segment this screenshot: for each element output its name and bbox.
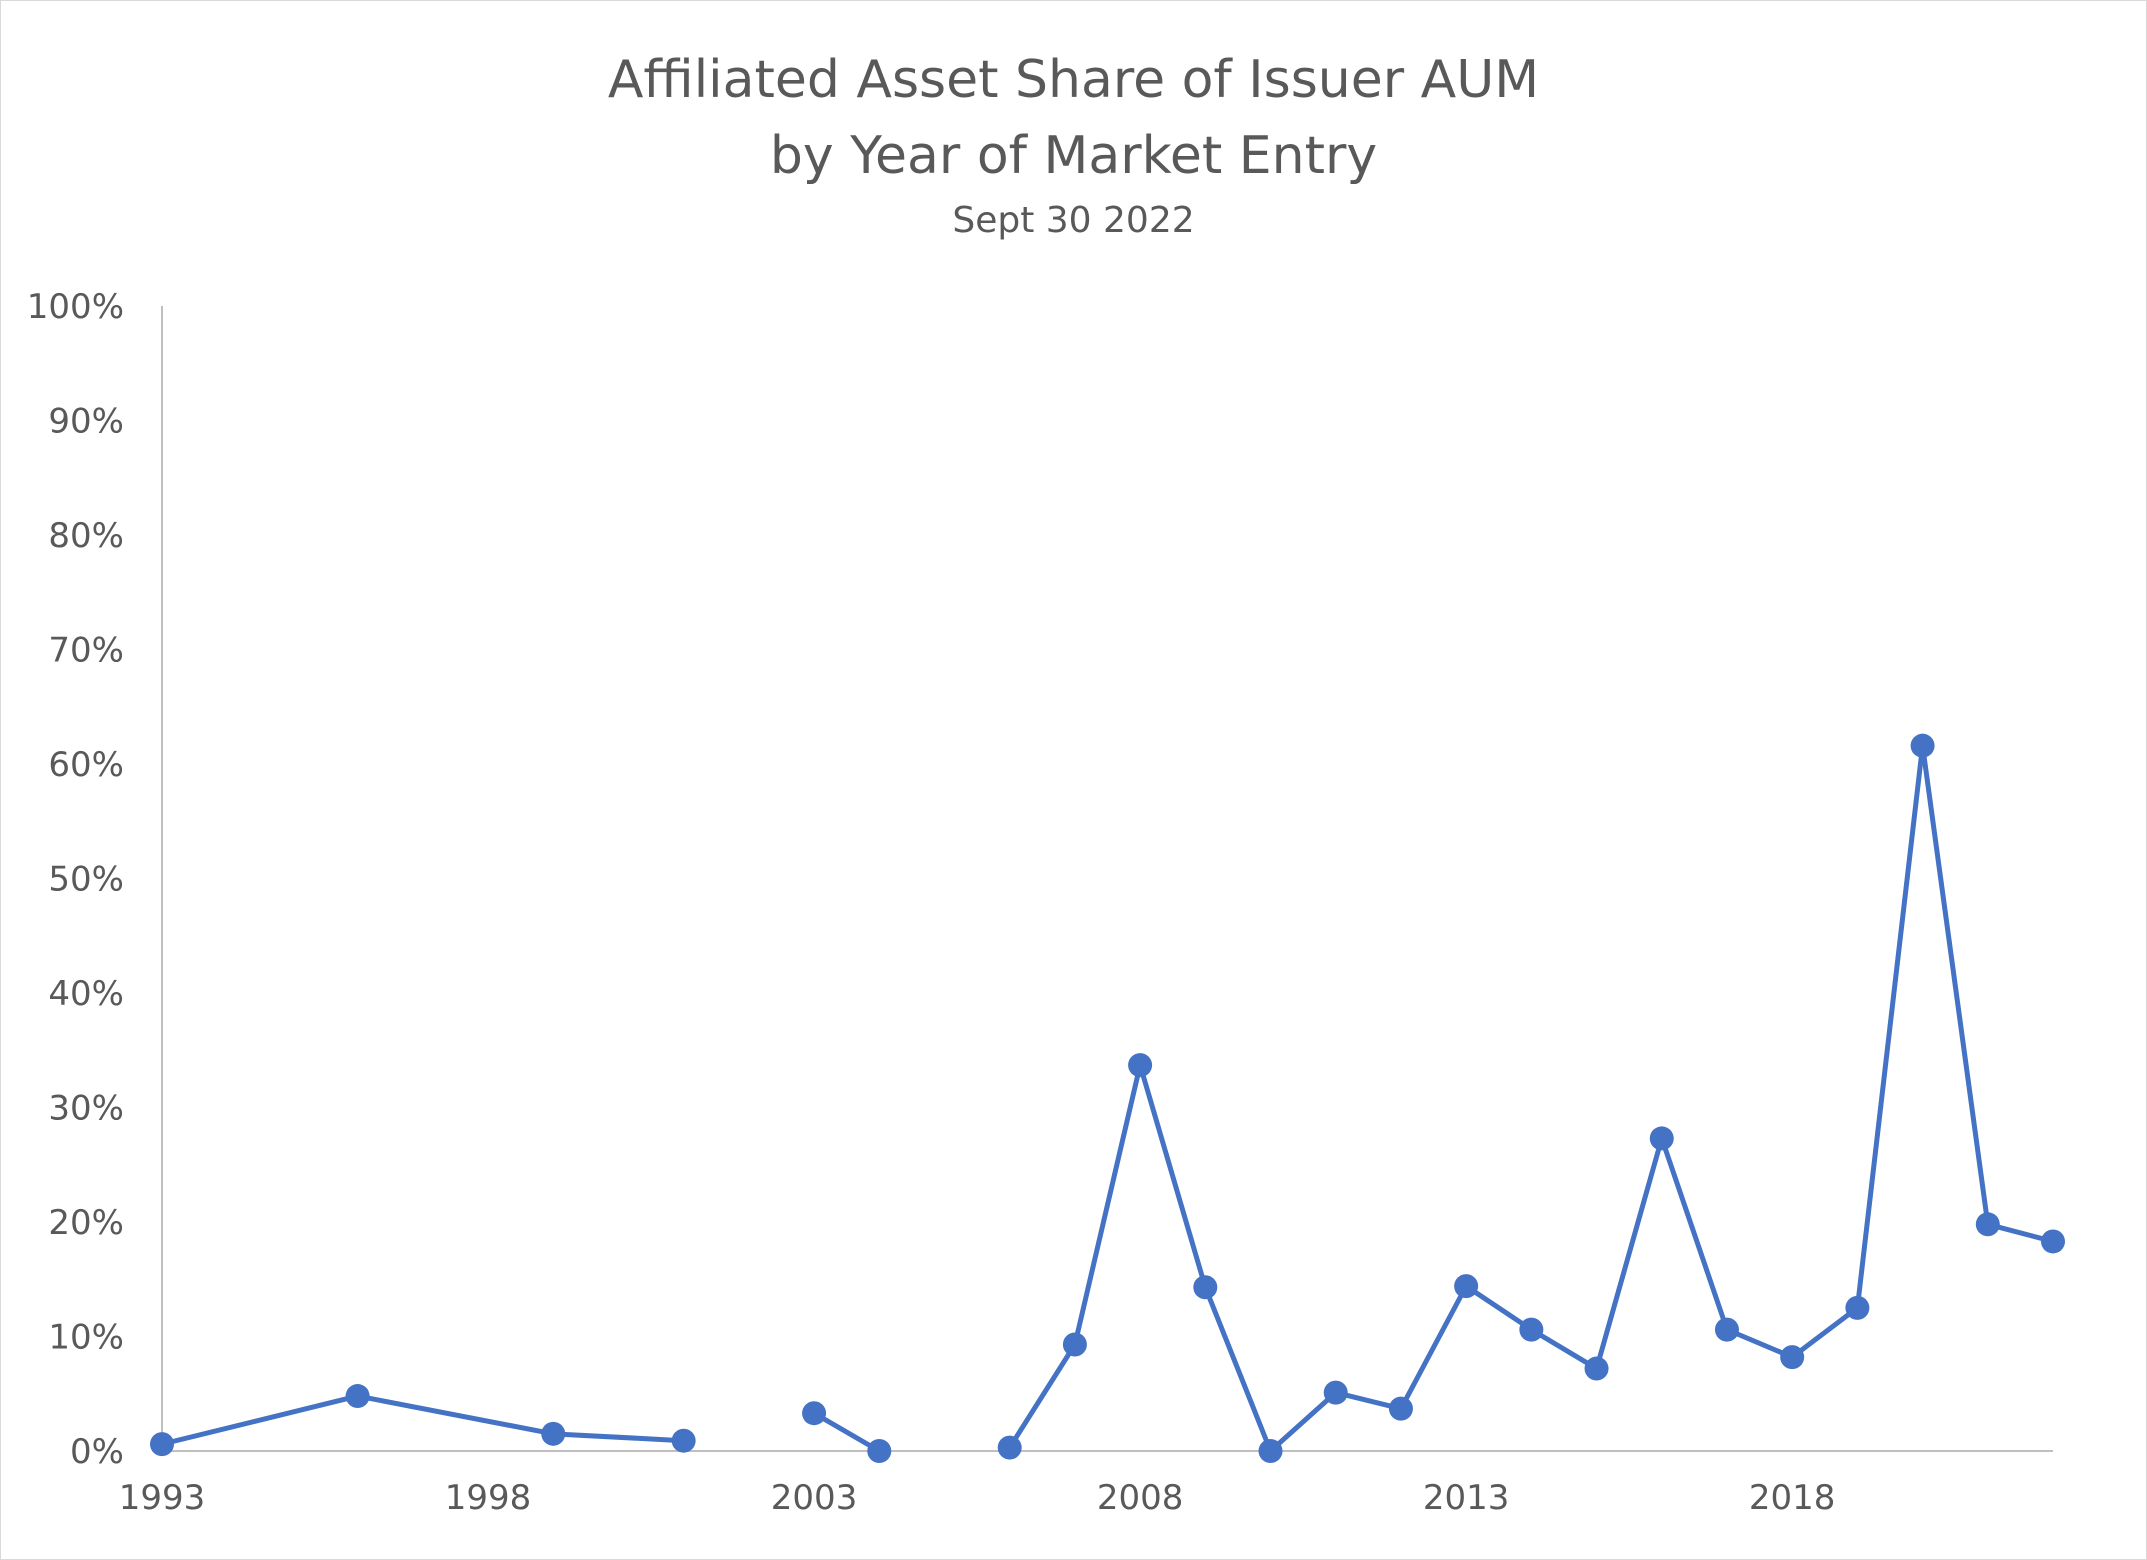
y-tick-label: 100% [27,287,124,327]
series-line-segment [1137,1062,1208,1290]
chart-title-line-2: by Year of Market Entry [769,126,1378,186]
data-point [1454,1274,1479,1299]
series-lines [159,743,2056,1454]
series-line-segment [1528,1327,1600,1372]
series-line-segment [1007,1342,1078,1451]
x-tick-label: 2013 [1423,1478,1510,1518]
data-point [2041,1229,2065,1254]
x-tick-label: 2003 [771,1478,858,1518]
data-point [1062,1332,1087,1357]
data-point [802,1401,827,1426]
y-tick-label: 50% [48,860,124,900]
series-line-segment [1268,1390,1339,1454]
series-line-segment [355,1393,556,1437]
axes [161,306,2053,1452]
x-tick-label: 1998 [445,1478,532,1518]
data-point [1128,1053,1153,1078]
chart-title-line-1: Affiliated Asset Share of Issuer AUM [607,50,1540,110]
series-line-segment [811,1410,882,1454]
data-point [671,1428,696,1453]
data-point [867,1439,892,1463]
data-point [1258,1439,1283,1463]
series-line-segment [1789,1305,1860,1360]
data-point [1519,1317,1544,1342]
chart-subtitle: Sept 30 2022 [952,200,1195,241]
y-tick-label: 80% [48,516,124,556]
y-tick-label: 20% [48,1203,124,1243]
data-point [541,1421,566,1446]
y-tick-label: 60% [48,745,124,785]
series-line-segment [1594,1135,1665,1372]
data-point [1584,1356,1609,1381]
series-line-segment [1398,1283,1469,1412]
data-point [997,1435,1022,1460]
data-point [1323,1380,1348,1405]
series-points [150,733,2065,1463]
y-tick-label: 0% [70,1432,124,1472]
series-line-segment [159,1393,361,1447]
y-tick-label: 40% [48,974,124,1014]
y-tick-label: 30% [48,1089,124,1129]
data-point [1975,1212,2000,1237]
series-line-segment [1920,743,1991,1227]
data-point [1193,1275,1218,1300]
tick-labels: 0% 10% 20% 30% 40% 50% 60% 70% 80% 90% 100% 1993 199… [27,287,1836,1518]
series-line-segment [1202,1284,1274,1454]
data-point [1910,733,1935,758]
data-point [1714,1317,1739,1342]
series-line-segment [1072,1062,1143,1348]
data-point [1388,1396,1413,1421]
data-point [1845,1295,1870,1320]
y-tick-label: 90% [48,402,124,442]
x-tick-label: 2018 [1749,1478,1836,1518]
series-line-segment [1854,743,1926,1311]
data-point [1649,1126,1674,1151]
data-point [150,1432,174,1457]
x-tick-label: 2008 [1097,1478,1184,1518]
data-point [1780,1345,1805,1370]
series-line-segment [1463,1283,1534,1333]
x-tick-label: 1993 [119,1478,206,1518]
y-tick-label: 10% [48,1318,124,1358]
series-line-segment [1659,1135,1730,1333]
series-line-segment [550,1431,687,1444]
y-tick-label: 70% [48,631,124,671]
data-point [345,1384,370,1409]
